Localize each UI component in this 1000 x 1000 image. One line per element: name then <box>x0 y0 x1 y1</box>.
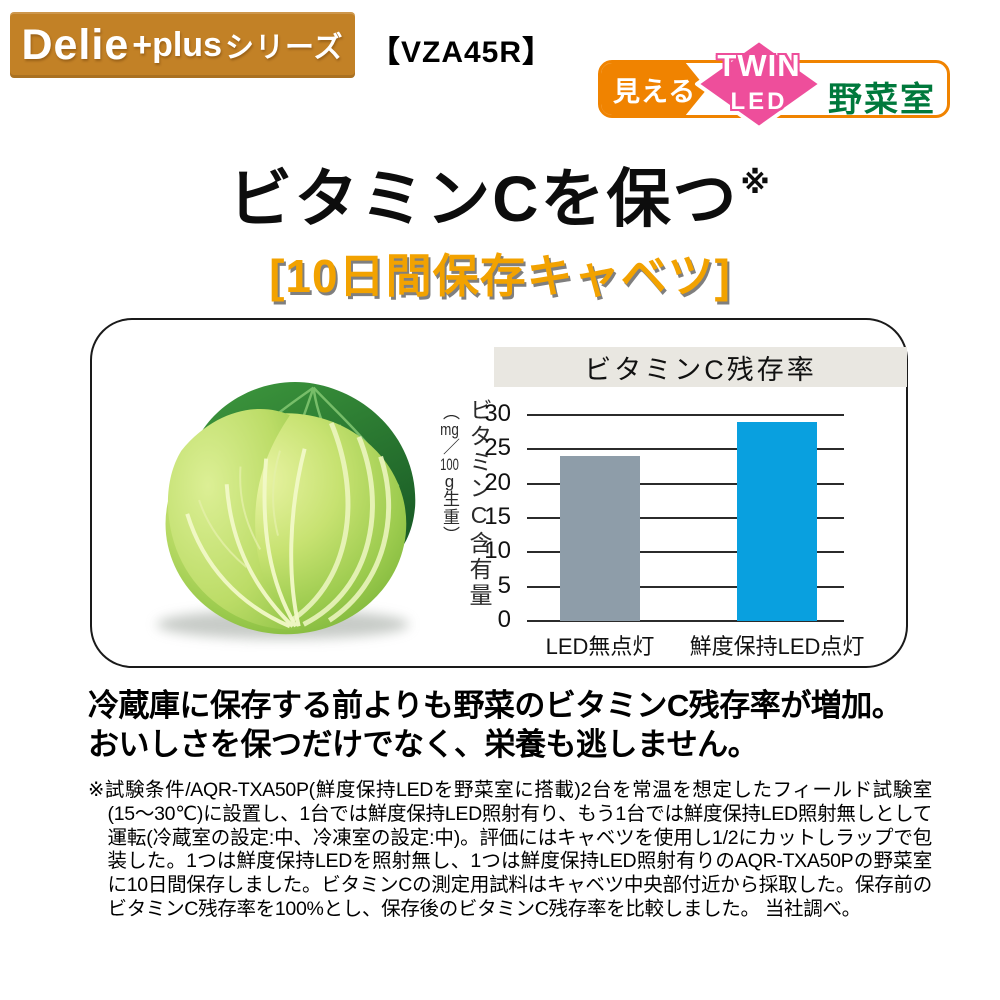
description-line-2: おいしさを保つだけでなく、栄養も逃しません。 <box>88 727 759 763</box>
unit-g: g <box>444 473 455 490</box>
feature-badge: 見える TWIN LED 野菜室 <box>598 36 950 132</box>
y-axis-unit: （mg／100g生重） <box>437 398 462 634</box>
y-tick-label: 30 <box>484 399 511 427</box>
y-tick-label: 5 <box>497 571 511 599</box>
gridline <box>527 482 844 485</box>
series-badge-brand: Delie <box>21 20 130 69</box>
twin-led-diamond-icon <box>695 38 823 130</box>
series-badge-series: シリーズ <box>224 32 344 64</box>
gridline <box>527 620 844 622</box>
y-axis-label: ビタミンC含有量 （mg／100g生重） <box>436 398 496 634</box>
twin-label: TWIN <box>717 48 801 83</box>
gridline <box>527 585 844 588</box>
description: 冷蔵庫に保存する前よりも野菜のビタミンC残存率が増加。 おいしさを保つだけでなく… <box>88 686 903 765</box>
bar-label-led-on: 鮮度保持LED点灯 <box>689 634 865 659</box>
description-line-1: 冷蔵庫に保存する前よりも野菜のビタミンC残存率が増加。 <box>88 688 903 723</box>
footnote-mark: ※ <box>740 167 772 200</box>
footnote: ※試験条件/AQR-TXA50P(鮮度保持LEDを野菜室に搭載)2台を常温を想定… <box>88 779 932 920</box>
led-label: LED <box>730 88 788 115</box>
gridline <box>527 517 844 519</box>
cabbage-image <box>156 382 416 640</box>
gridline <box>527 448 844 451</box>
unit-weight: 生重 <box>440 490 459 526</box>
model-number: 【VZA45R】 <box>370 36 554 69</box>
page-title-text: ビタミンCを保つ <box>228 163 739 235</box>
chart-plot <box>527 414 844 622</box>
y-tick-label: 20 <box>484 468 511 496</box>
mieru-label: 見える <box>613 76 697 107</box>
unit-slash: ／ <box>440 438 459 456</box>
y-tick-label: 25 <box>484 434 511 462</box>
y-tick-label: 10 <box>484 537 511 565</box>
bar-led-on <box>737 421 817 621</box>
series-badge-plus: +plus <box>132 25 222 64</box>
unit-close-paren: ） <box>440 526 459 544</box>
unit-100: 100 <box>440 456 459 473</box>
unit-open-paren: （ <box>440 403 459 421</box>
unit-mg: mg <box>440 421 459 438</box>
page-subtitle: [10日間保存キャベツ] <box>269 250 731 302</box>
gridline <box>527 414 844 416</box>
chart-yticks: 0 5 10 15 20 25 30 <box>447 400 519 633</box>
series-badge: Delie +plus シリーズ <box>10 12 355 78</box>
result-panel: ビタミンC残存率 ビタミンC含有量 （mg／100g生重） 0 5 10 15 20 25… <box>90 318 908 668</box>
chart-title: ビタミンC残存率 <box>494 347 907 387</box>
y-tick-label: 15 <box>484 502 511 530</box>
y-axis-label-text: ビタミンC含有量 <box>466 398 492 609</box>
vegetable-room-label: 野菜室 <box>828 81 936 119</box>
mieru-tag: 見える <box>601 63 707 115</box>
bar-label-led-off: LED無点灯 <box>545 634 655 659</box>
gridline <box>527 551 844 554</box>
bar-led-off <box>560 456 640 621</box>
y-tick-label: 0 <box>497 605 511 633</box>
page-title: ビタミンCを保つ※ <box>0 148 1000 240</box>
